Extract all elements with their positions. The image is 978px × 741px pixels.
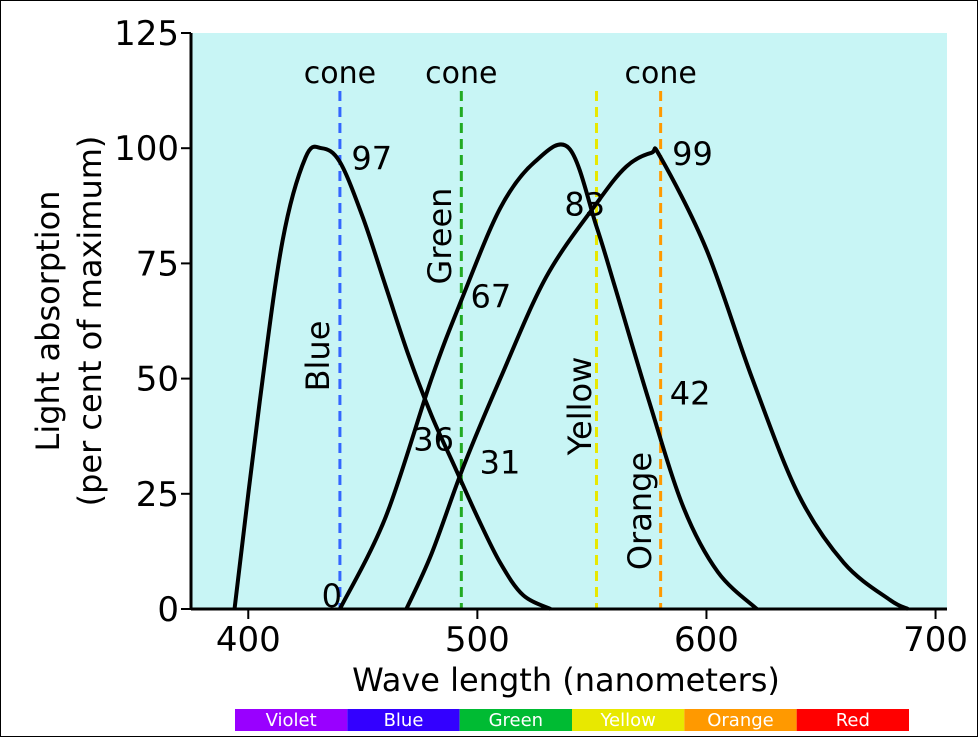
spectrum-band-label: Violet <box>266 710 317 731</box>
value-annotation: 83 <box>564 185 605 223</box>
spectrum-band-label: Red <box>836 710 870 731</box>
receptor-label: Orange <box>621 452 659 570</box>
cone-label: cone <box>304 56 376 91</box>
absorption-curve <box>232 144 552 611</box>
cone-label: cone <box>624 56 696 91</box>
x-tick-label: 400 <box>216 620 281 660</box>
value-annotation: 42 <box>670 374 711 412</box>
spectrum-band-label: Green <box>489 710 544 731</box>
receptor-label: Green <box>421 188 459 285</box>
cone-label: cone <box>425 56 497 91</box>
spectrum-band-label: Blue <box>384 710 424 731</box>
reference-lines: cone cone cone Blue Green Yellow Orange <box>299 56 697 609</box>
spectrum-band <box>235 709 348 731</box>
spectrum-band <box>572 709 685 731</box>
absorption-curve <box>404 146 909 611</box>
value-annotations: 97 67 83 99 36 31 42 0 <box>322 135 713 615</box>
spectrum-band <box>684 709 797 731</box>
receptor-label: Yellow <box>561 357 599 457</box>
spectrum-band-label: Yellow <box>599 710 655 731</box>
y-tick-label: 125 <box>114 14 179 54</box>
value-annotation: 99 <box>672 135 713 173</box>
plot-background <box>191 33 947 609</box>
y-axis-title-line1: Light absorption <box>29 191 67 452</box>
receptor-label: Blue <box>299 321 337 392</box>
x-axis-title: Wave length (nanometers) <box>352 661 780 699</box>
spectrum-band <box>459 709 572 731</box>
y-tick-label: 100 <box>114 129 179 169</box>
y-tick-label: 0 <box>157 590 179 630</box>
value-annotation: 0 <box>322 577 342 615</box>
spectrum-band <box>796 709 909 731</box>
value-annotation: 36 <box>413 421 454 459</box>
axes <box>181 32 947 619</box>
y-tick-label: 75 <box>136 244 179 284</box>
value-annotation: 31 <box>480 444 521 482</box>
tick-labels: 0 25 50 75 100 125 400 500 600 700 <box>114 14 968 660</box>
spectrum-band <box>347 709 460 731</box>
y-tick-label: 25 <box>136 475 179 515</box>
color-spectrum-bar: Violet Blue Green Yellow Orange Red <box>235 709 909 731</box>
absorption-curves <box>232 142 909 611</box>
spectrum-band-label: Orange <box>707 710 774 731</box>
x-tick-label: 600 <box>674 620 739 660</box>
y-axis-title-line2: (per cent of maximum) <box>71 136 109 507</box>
x-tick-label: 700 <box>903 620 968 660</box>
value-annotation: 67 <box>470 278 511 316</box>
y-tick-label: 50 <box>136 360 179 400</box>
value-annotation: 97 <box>351 139 392 177</box>
x-tick-label: 500 <box>445 620 510 660</box>
absorption-curve <box>338 142 759 611</box>
